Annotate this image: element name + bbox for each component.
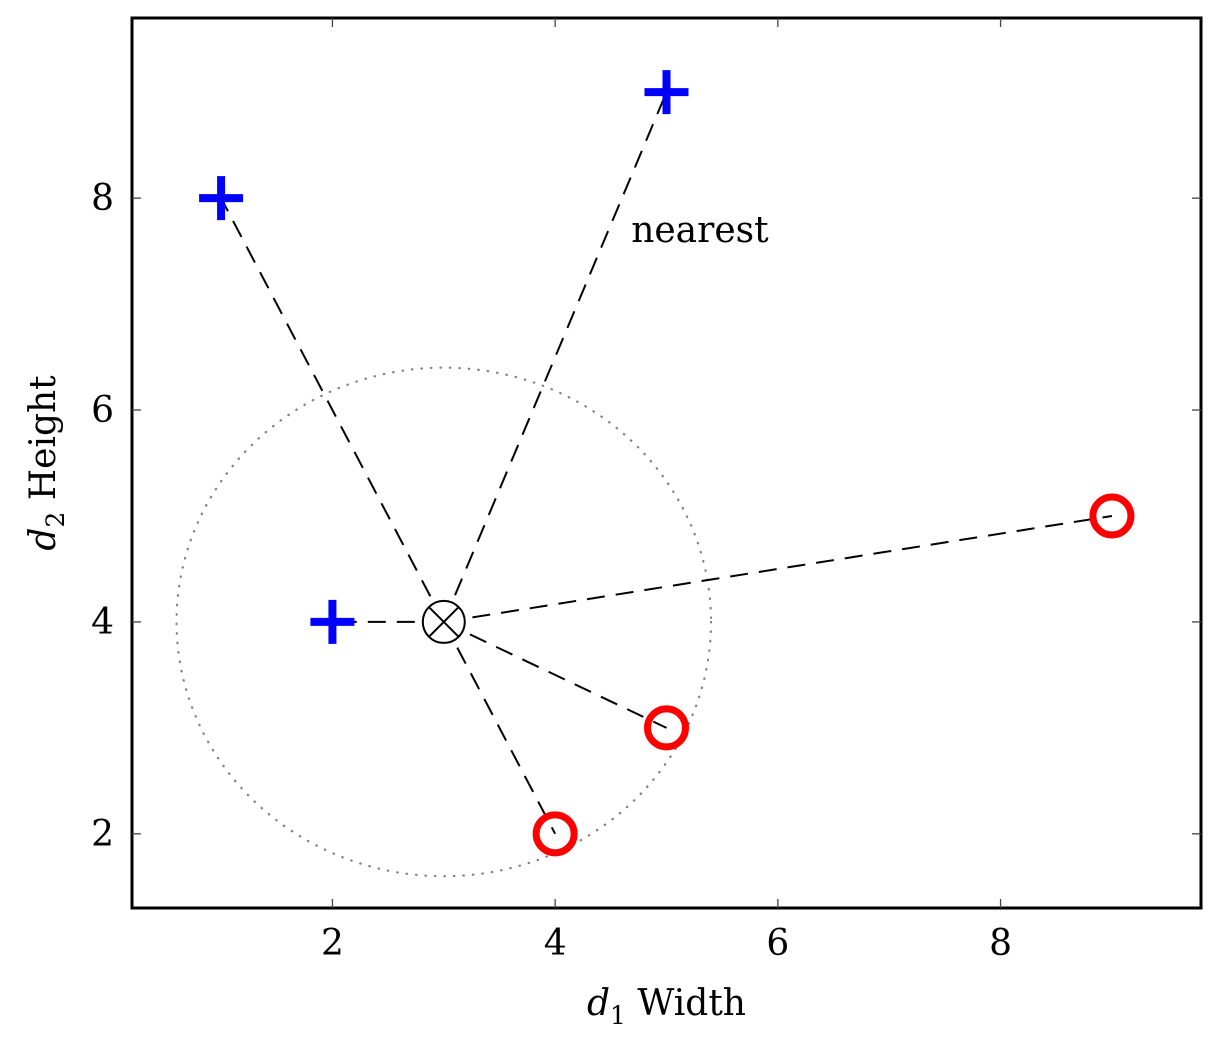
plus-marker (199, 176, 244, 221)
x-tick-label: 8 (989, 923, 1012, 964)
circle-marker (1089, 493, 1135, 539)
query-point-cross (428, 606, 460, 638)
y-tick-label: 6 (91, 390, 114, 431)
annotation-label: nearest (631, 210, 769, 251)
distance-line (442, 621, 557, 835)
y-tick-label: 2 (91, 814, 114, 855)
distance-line (442, 91, 668, 623)
radius-circle (175, 366, 713, 878)
y-axis-label: d2 Height (23, 375, 70, 551)
x-axis-label: d1 Width (587, 983, 746, 1030)
circle-marker (644, 705, 689, 751)
circle-marker (532, 811, 578, 857)
distance-line (220, 197, 445, 623)
y-tick-label: 4 (91, 602, 114, 643)
x-tick-label: 6 (766, 923, 789, 964)
distance-line (443, 621, 667, 729)
plus-marker (310, 599, 355, 644)
x-tick-label: 2 (321, 923, 344, 964)
plus-marker (644, 70, 689, 115)
x-tick-label: 4 (544, 923, 567, 964)
distance-line (443, 514, 1113, 623)
plot-frame (130, 16, 1203, 910)
y-tick-label: 8 (91, 178, 114, 219)
